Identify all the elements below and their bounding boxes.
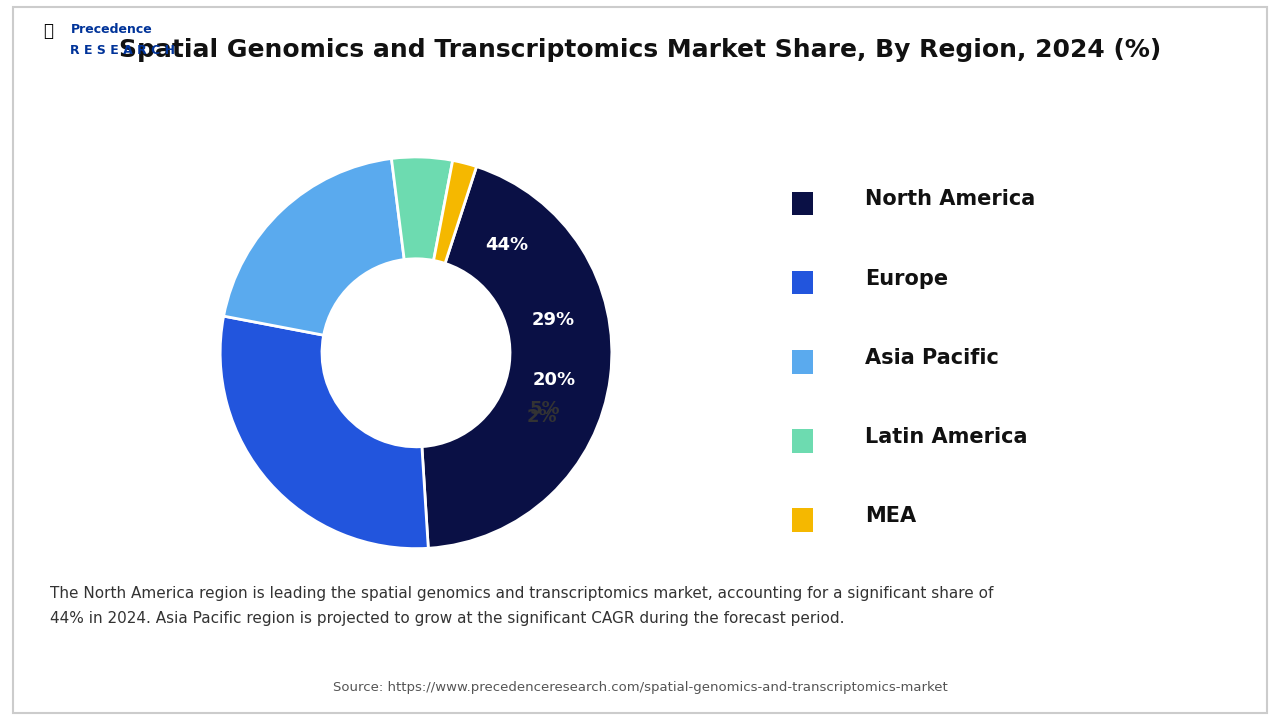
FancyBboxPatch shape (792, 429, 813, 453)
Text: Europe: Europe (865, 269, 948, 289)
Text: North America: North America (865, 189, 1036, 210)
FancyBboxPatch shape (792, 271, 813, 294)
Text: Precedence
R E S E A R C H: Precedence R E S E A R C H (70, 22, 175, 57)
FancyBboxPatch shape (792, 508, 813, 532)
FancyBboxPatch shape (792, 192, 813, 215)
Text: The North America region is leading the spatial genomics and transcriptomics mar: The North America region is leading the … (50, 586, 993, 626)
Wedge shape (434, 161, 476, 264)
Text: Spatial Genomics and Transcriptomics Market Share, By Region, 2024 (%): Spatial Genomics and Transcriptomics Mar… (119, 38, 1161, 63)
Text: Source: https://www.precedenceresearch.com/spatial-genomics-and-transcriptomics-: Source: https://www.precedenceresearch.c… (333, 681, 947, 694)
Text: 20%: 20% (532, 371, 576, 389)
Wedge shape (224, 158, 404, 336)
Text: 29%: 29% (531, 311, 575, 329)
Text: 44%: 44% (485, 235, 529, 253)
Text: 🌿: 🌿 (44, 22, 54, 40)
Wedge shape (220, 316, 429, 549)
Text: MEA: MEA (865, 506, 916, 526)
FancyBboxPatch shape (792, 350, 813, 374)
Wedge shape (422, 166, 612, 548)
Text: Asia Pacific: Asia Pacific (865, 348, 1000, 368)
Text: Latin America: Latin America (865, 427, 1028, 447)
Text: 2%: 2% (526, 408, 557, 426)
Wedge shape (392, 157, 453, 261)
Text: 5%: 5% (530, 400, 561, 418)
